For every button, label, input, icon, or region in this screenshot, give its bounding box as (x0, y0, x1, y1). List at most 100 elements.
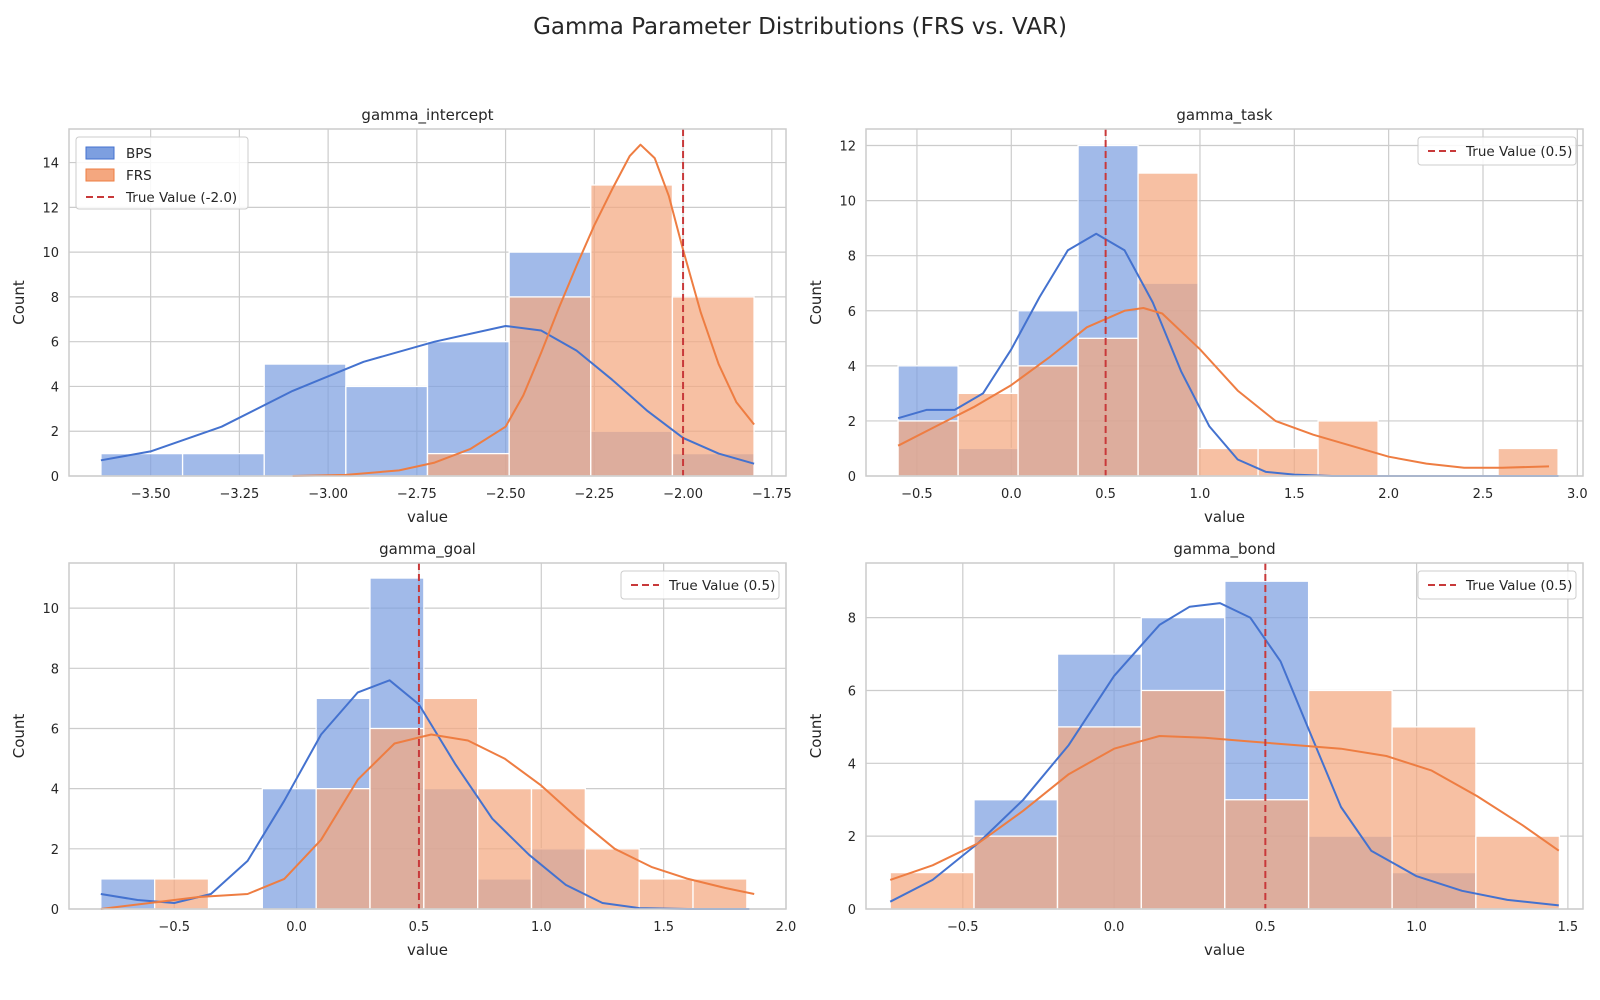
histogram-bar-frs (1140, 689, 1226, 910)
x-tick-label: 1.0 (1190, 487, 1211, 502)
histogram-bar-frs (692, 878, 748, 910)
panel-title: gamma_goal (379, 540, 476, 559)
y-tick-label: 6 (51, 722, 59, 737)
x-axis-label: value (1204, 508, 1245, 526)
histogram-bar-bps (181, 452, 265, 477)
y-tick-label: 2 (51, 425, 59, 440)
legend: True Value (0.5) (1417, 136, 1577, 166)
panel-title: gamma_bond (1173, 540, 1275, 559)
legend-label: True Value (0.5) (1465, 144, 1572, 160)
histogram-bar-bps (263, 363, 347, 477)
histogram-bar-frs (973, 835, 1059, 910)
y-tick-label: 12 (839, 140, 856, 155)
figure-title: Gamma Parameter Distributions (FRS vs. V… (533, 14, 1067, 40)
y-tick-label: 6 (848, 305, 856, 320)
x-axis-label: value (407, 508, 448, 526)
panel-title: gamma_task (1176, 106, 1273, 125)
histogram-bar-frs (1137, 172, 1199, 477)
panel-title: gamma_intercept (361, 106, 493, 125)
x-tick-label: 0.5 (1095, 487, 1116, 502)
legend-label: True Value (0.5) (668, 578, 775, 594)
histogram-bar-bps (100, 452, 184, 477)
histogram-bar-frs (590, 184, 674, 477)
y-tick-label: 4 (848, 757, 856, 772)
histogram-bar-frs (530, 788, 586, 910)
y-tick-label: 0 (51, 470, 59, 485)
legend-box (1417, 136, 1577, 166)
histogram-bar-frs (1056, 726, 1142, 910)
x-tick-label: −3.25 (219, 487, 259, 502)
x-tick-label: 0.5 (409, 920, 430, 935)
axes-frame (865, 562, 1584, 910)
legend-label: True Value (-2.0) (125, 190, 237, 206)
y-tick-label: 10 (839, 195, 856, 210)
histogram-bar-frs (1077, 337, 1139, 477)
axes-frame (68, 562, 787, 910)
x-tick-label: 1.5 (1558, 920, 1579, 935)
y-tick-label: 4 (848, 360, 856, 375)
y-tick-label: 8 (51, 662, 59, 677)
x-tick-label: 0.5 (1255, 920, 1276, 935)
kde-line-bps (889, 602, 1559, 907)
chart-panel-gamma_goal: −0.5 0.0 0.5 1.0 1.5 2.0 0 2 4 6 8 10 value Count gamm… (10, 540, 796, 959)
y-axis-label: Count (10, 280, 28, 325)
x-tick-label: 1.0 (531, 920, 552, 935)
y-tick-label: 6 (848, 684, 856, 699)
legend: True Value (0.5) (620, 570, 780, 600)
histogram-bar-bps (261, 788, 317, 910)
histogram-bar-frs (889, 871, 975, 910)
y-tick-label: 0 (848, 470, 856, 485)
y-tick-label: 0 (51, 903, 59, 918)
legend: BPS FRS True Value (-2.0) (75, 136, 249, 210)
x-tick-label: −2.75 (397, 487, 437, 502)
chart-panel-gamma_bond: −0.5 0.0 0.5 1.0 1.5 0 2 4 6 8 value Count gamma_bon… (807, 540, 1584, 959)
histogram-bar-frs (957, 392, 1019, 477)
legend-swatch-frs (85, 168, 115, 182)
histogram-bar-frs (671, 296, 755, 477)
legend: True Value (0.5) (1417, 570, 1577, 600)
kde-line-bps (100, 325, 755, 465)
y-axis-label: Count (807, 280, 825, 325)
y-tick-label: 12 (42, 201, 59, 216)
histogram-bar-frs (369, 727, 425, 910)
histogram-bar-frs (1224, 799, 1310, 910)
y-axis-label: Count (10, 714, 28, 759)
histogram-bar-bps (345, 385, 429, 477)
x-axis-label: value (407, 941, 448, 959)
x-tick-label: −0.5 (158, 920, 190, 935)
x-tick-label: 0.0 (1104, 920, 1125, 935)
y-tick-label: 14 (42, 157, 59, 172)
x-axis-label: value (1204, 941, 1245, 959)
kde-line-frs (100, 733, 755, 910)
y-tick-label: 10 (42, 602, 59, 617)
x-tick-label: −0.5 (901, 487, 933, 502)
histogram-bar-frs (638, 878, 694, 910)
y-tick-label: 4 (51, 380, 59, 395)
y-tick-label: 8 (51, 291, 59, 306)
y-tick-label: 8 (848, 250, 856, 265)
legend-box (75, 136, 249, 210)
legend-box (1417, 570, 1577, 600)
x-tick-label: 0.0 (286, 920, 307, 935)
axes-frame (68, 128, 787, 477)
x-tick-label: 1.5 (653, 920, 674, 935)
x-tick-label: 2.0 (1378, 487, 1399, 502)
histogram-bar-frs (1017, 365, 1079, 477)
x-tick-label: −0.5 (947, 920, 979, 935)
axes-frame (865, 128, 1584, 477)
histogram-bar-frs (1475, 835, 1561, 910)
histogram-bar-frs (423, 697, 479, 910)
histogram-bar-frs (153, 878, 210, 910)
histogram-bar-frs (1497, 447, 1559, 477)
x-tick-label: −2.50 (486, 487, 526, 502)
x-tick-label: 0.0 (1001, 487, 1022, 502)
kde-line-frs (897, 307, 1550, 469)
y-tick-label: 6 (51, 336, 59, 351)
y-tick-label: 0 (848, 903, 856, 918)
histogram-bar-frs (426, 452, 510, 477)
y-axis-label: Count (807, 714, 825, 759)
x-tick-label: 3.0 (1567, 487, 1588, 502)
histogram-bar-frs (1307, 689, 1393, 910)
legend-label: True Value (0.5) (1465, 578, 1572, 594)
